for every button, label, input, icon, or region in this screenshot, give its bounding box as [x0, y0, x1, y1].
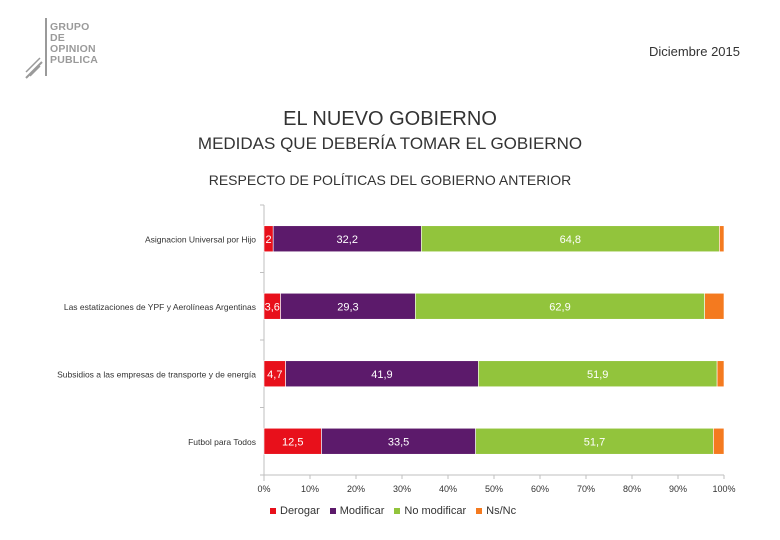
data-label: 64,8: [560, 234, 581, 246]
legend-swatch: [329, 508, 336, 514]
page-title: EL NUEVO GOBIERNO: [283, 108, 497, 130]
category-label: Subsidios a las empresas de transporte y…: [57, 369, 256, 379]
data-label: 41,9: [371, 369, 392, 381]
x-tick-label: 70%: [577, 484, 595, 494]
x-tick-label: 60%: [531, 484, 549, 494]
x-tick-label: 40%: [439, 484, 457, 494]
x-tick-label: 90%: [669, 484, 687, 494]
legend-label: No modificar: [404, 505, 467, 517]
bar-segment: [716, 360, 725, 388]
bar-segment: [321, 427, 476, 455]
data-label: 29,3: [337, 301, 358, 313]
data-label: 4,7: [267, 369, 282, 381]
logo-icon: [25, 18, 47, 79]
chart-title: RESPECTO DE POLÍTICAS DEL GOBIERNO ANTER…: [208, 172, 572, 188]
logo-line: PUBLICA: [50, 54, 99, 66]
data-label: 3,6: [265, 301, 280, 313]
bar-segment: [704, 292, 725, 320]
bar-segment: [475, 427, 714, 455]
category-label: Las estatizaciones de YPF y Aerolíneas A…: [64, 302, 256, 312]
bar-segment: [272, 225, 422, 253]
legend-swatch: [476, 508, 483, 514]
legend-swatch: [270, 508, 276, 514]
legend-item: Derogar: [270, 505, 320, 517]
category-label: Asignacion Universal por Hijo: [145, 234, 256, 244]
data-label: 51,9: [587, 369, 608, 381]
logo-line: DE: [50, 32, 65, 44]
data-label: 32,2: [337, 234, 358, 246]
chart-legend: Derogar Modificar No modificar Ns/Nc: [270, 505, 516, 517]
bar-segment: [719, 225, 725, 253]
legend-label: Derogar: [280, 505, 320, 517]
data-label: 2: [266, 234, 272, 246]
legend-swatch: [394, 508, 401, 514]
data-label: 51,7: [584, 436, 605, 448]
x-tick-label: 100%: [712, 484, 735, 494]
legend-label: Modificar: [339, 505, 385, 517]
x-tick-label: 20%: [347, 484, 365, 494]
x-tick-label: 30%: [393, 484, 411, 494]
logo-line: GRUPO: [50, 21, 90, 33]
bar-segment: [415, 292, 705, 320]
x-tick-label: 10%: [301, 484, 319, 494]
category-label: Futbol para Todos: [188, 437, 256, 447]
data-label: 12,5: [282, 436, 303, 448]
logo-text: GRUPO DE OPINION PUBLICA: [50, 22, 98, 66]
bar-segment: [478, 360, 718, 388]
legend-item: No modificar: [394, 505, 466, 517]
data-label: 33,5: [388, 436, 409, 448]
logo-line: OPINION: [50, 43, 96, 55]
x-tick-label: 80%: [623, 484, 641, 494]
bar-segment: [285, 360, 479, 388]
x-tick-label: 0%: [257, 484, 270, 494]
bar-segment: [263, 427, 322, 455]
bar-segment: [421, 225, 720, 253]
bar-segment: [713, 427, 725, 455]
report-date: Diciembre 2015: [648, 44, 740, 59]
legend-label: Ns/Nc: [486, 505, 517, 517]
page-subtitle: MEDIDAS QUE DEBERÍA TOMAR EL GOBIERNO: [197, 134, 583, 153]
legend-item: Modificar: [329, 505, 385, 517]
legend-item: Ns/Nc: [476, 505, 516, 517]
x-tick-label: 50%: [485, 484, 503, 494]
data-label: 62,9: [549, 301, 570, 313]
